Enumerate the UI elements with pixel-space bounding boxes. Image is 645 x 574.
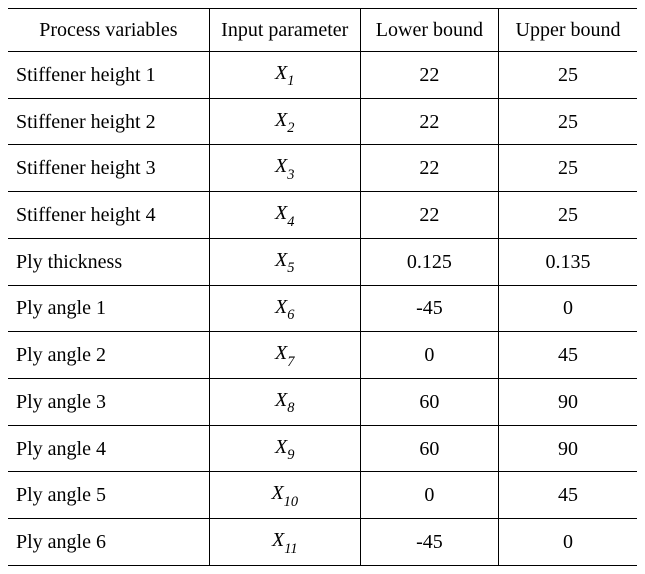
cell-parameter: X4	[209, 192, 360, 239]
cell-upper-bound: 0	[499, 519, 637, 566]
cell-variable: Ply angle 3	[8, 379, 209, 426]
cell-parameter: X10	[209, 472, 360, 519]
table-row: Ply angle 5X10045	[8, 472, 637, 519]
cell-lower-bound: 22	[360, 192, 498, 239]
cell-variable: Stiffener height 2	[8, 98, 209, 145]
cell-lower-bound: 60	[360, 379, 498, 426]
cell-variable: Stiffener height 4	[8, 192, 209, 239]
cell-variable: Ply angle 1	[8, 285, 209, 332]
cell-variable: Ply angle 2	[8, 332, 209, 379]
cell-upper-bound: 25	[499, 98, 637, 145]
cell-lower-bound: -45	[360, 519, 498, 566]
param-base: X	[275, 249, 287, 271]
param-subscript: 6	[287, 307, 294, 323]
cell-parameter: X11	[209, 519, 360, 566]
cell-parameter: X1	[209, 52, 360, 99]
cell-variable: Ply angle 4	[8, 425, 209, 472]
table-row: Stiffener height 2X22225	[8, 98, 637, 145]
cell-variable: Ply angle 5	[8, 472, 209, 519]
cell-variable: Stiffener height 3	[8, 145, 209, 192]
cell-upper-bound: 0	[499, 285, 637, 332]
table-row: Ply angle 4X96090	[8, 425, 637, 472]
col-header-process-variables: Process variables	[8, 9, 209, 52]
cell-upper-bound: 25	[499, 145, 637, 192]
param-base: X	[275, 202, 287, 224]
cell-upper-bound: 25	[499, 192, 637, 239]
param-subscript: 11	[284, 541, 297, 557]
param-base: X	[275, 342, 287, 364]
param-subscript: 2	[287, 120, 294, 136]
param-subscript: 1	[287, 73, 294, 89]
table-row: Stiffener height 1X12225	[8, 52, 637, 99]
cell-upper-bound: 25	[499, 52, 637, 99]
table-row: Ply thicknessX50.1250.135	[8, 238, 637, 285]
param-subscript: 4	[287, 214, 294, 230]
table-row: Ply angle 6X11-450	[8, 519, 637, 566]
table-row: Stiffener height 4X42225	[8, 192, 637, 239]
cell-parameter: X9	[209, 425, 360, 472]
cell-parameter: X8	[209, 379, 360, 426]
cell-variable: Ply angle 6	[8, 519, 209, 566]
cell-upper-bound: 90	[499, 425, 637, 472]
col-header-upper-bound: Upper bound	[499, 9, 637, 52]
cell-upper-bound: 45	[499, 472, 637, 519]
param-base: X	[272, 529, 284, 551]
cell-parameter: X2	[209, 98, 360, 145]
cell-parameter: X5	[209, 238, 360, 285]
param-base: X	[275, 62, 287, 84]
param-base: X	[275, 436, 287, 458]
param-base: X	[275, 296, 287, 318]
cell-variable: Stiffener height 1	[8, 52, 209, 99]
table-row: Ply angle 3X86090	[8, 379, 637, 426]
table-header-row: Process variables Input parameter Lower …	[8, 9, 637, 52]
cell-parameter: X6	[209, 285, 360, 332]
param-base: X	[271, 482, 283, 504]
cell-lower-bound: 0.125	[360, 238, 498, 285]
param-subscript: 7	[287, 354, 294, 370]
cell-upper-bound: 45	[499, 332, 637, 379]
param-base: X	[275, 155, 287, 177]
table-row: Ply angle 2X7045	[8, 332, 637, 379]
table-row: Ply angle 1X6-450	[8, 285, 637, 332]
param-subscript: 3	[287, 167, 294, 183]
param-subscript: 8	[287, 400, 294, 416]
cell-parameter: X3	[209, 145, 360, 192]
param-subscript: 5	[287, 260, 294, 276]
table-body: Stiffener height 1X12225Stiffener height…	[8, 52, 637, 566]
param-base: X	[275, 389, 287, 411]
param-subscript: 9	[287, 447, 294, 463]
cell-lower-bound: 60	[360, 425, 498, 472]
cell-lower-bound: 0	[360, 332, 498, 379]
table-row: Stiffener height 3X32225	[8, 145, 637, 192]
cell-lower-bound: -45	[360, 285, 498, 332]
cell-lower-bound: 0	[360, 472, 498, 519]
param-base: X	[275, 109, 287, 131]
param-subscript: 10	[284, 494, 298, 510]
cell-lower-bound: 22	[360, 145, 498, 192]
variables-table: Process variables Input parameter Lower …	[8, 8, 637, 566]
cell-variable: Ply thickness	[8, 238, 209, 285]
cell-lower-bound: 22	[360, 52, 498, 99]
cell-upper-bound: 0.135	[499, 238, 637, 285]
col-header-lower-bound: Lower bound	[360, 9, 498, 52]
cell-upper-bound: 90	[499, 379, 637, 426]
cell-parameter: X7	[209, 332, 360, 379]
cell-lower-bound: 22	[360, 98, 498, 145]
col-header-input-parameter: Input parameter	[209, 9, 360, 52]
